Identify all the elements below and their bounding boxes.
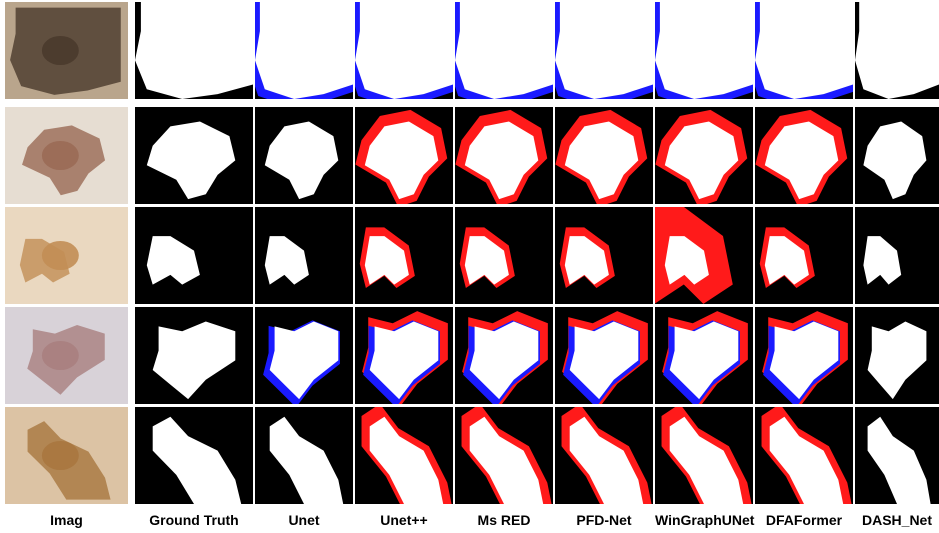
- cell: [355, 307, 453, 408]
- cell: [655, 307, 753, 408]
- cell: [255, 407, 353, 504]
- segmentation: [655, 2, 753, 99]
- figure: Imag Ground TruthUnetUnet++Ms REDPFD-NetW…: [0, 0, 939, 533]
- cell: [455, 307, 553, 408]
- column-label: Unet++: [355, 512, 453, 528]
- column-label: DFAFormer: [755, 512, 853, 528]
- segmentation: [455, 2, 553, 99]
- cell: [255, 207, 353, 304]
- cell: [855, 407, 939, 504]
- cell: [355, 107, 453, 207]
- cell: [255, 107, 353, 204]
- cell: [135, 107, 253, 204]
- segmentation: [755, 2, 853, 99]
- cell: [255, 307, 353, 407]
- cell: [455, 207, 553, 304]
- cell: [855, 2, 939, 99]
- cell: [355, 207, 453, 304]
- cell: [855, 207, 939, 304]
- cell: [347, 0, 457, 107]
- cell: [855, 307, 939, 404]
- cell: [645, 207, 753, 304]
- cell: [5, 107, 128, 204]
- cell: [135, 2, 253, 99]
- cell: [655, 107, 753, 207]
- cell: [247, 0, 357, 107]
- cell: [135, 307, 253, 404]
- cell: [555, 107, 653, 207]
- lesion-core: [42, 341, 79, 370]
- cell: [455, 107, 553, 207]
- lesion-core: [42, 141, 79, 170]
- cell: [755, 307, 853, 408]
- cell: [555, 307, 653, 408]
- column-label: PFD-Net: [555, 512, 653, 528]
- column-label: WinGraphUNet: [655, 512, 753, 528]
- cell: [647, 0, 757, 107]
- cell: [5, 207, 128, 304]
- cell: [747, 0, 857, 107]
- column-label: Imag: [5, 512, 128, 528]
- lesion-core: [42, 441, 79, 470]
- column-label: DASH_Net: [855, 512, 939, 528]
- cell: [455, 404, 553, 505]
- segmentation: [855, 2, 939, 99]
- cell: [655, 404, 753, 505]
- column-label: Unet: [255, 512, 353, 528]
- cell: [447, 0, 557, 107]
- column-label: Ground Truth: [135, 512, 253, 528]
- cell: [5, 307, 128, 404]
- segmentation: [555, 2, 653, 99]
- segmentation: [255, 2, 353, 99]
- cell: [555, 207, 653, 304]
- cell: [547, 0, 657, 107]
- cell: [755, 207, 853, 304]
- lesion-core: [42, 241, 79, 270]
- cell: [755, 107, 853, 207]
- column-label: Ms RED: [455, 512, 553, 528]
- cell: [135, 207, 253, 304]
- cell: [5, 407, 128, 504]
- cell: [755, 404, 853, 505]
- lesion-core: [42, 36, 79, 65]
- cell: [355, 404, 453, 505]
- cell: [135, 407, 253, 504]
- segmentation: [355, 2, 453, 99]
- cell: [855, 107, 939, 204]
- cell: [5, 2, 128, 99]
- cell: [555, 404, 653, 505]
- segmentation: [135, 2, 253, 99]
- image-grid: [0, 0, 939, 505]
